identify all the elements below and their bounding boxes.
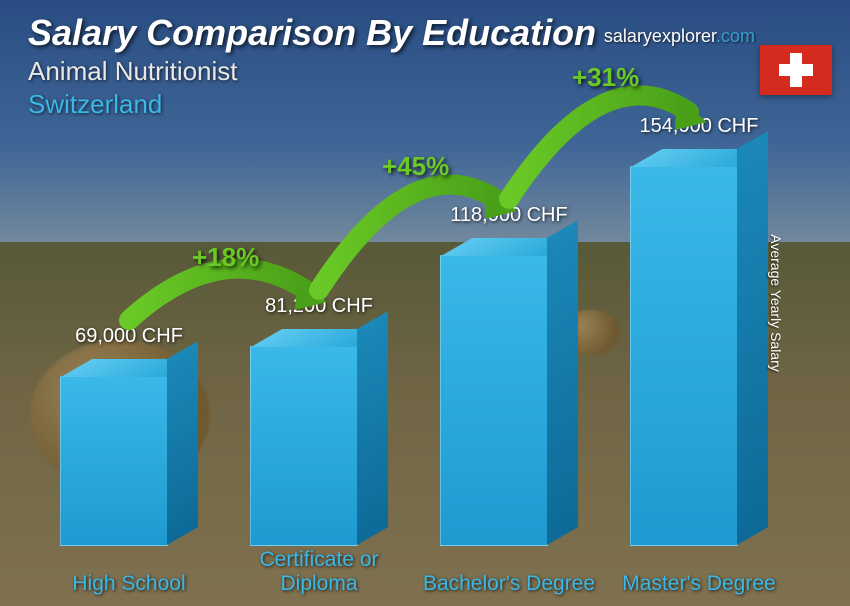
swiss-flag-icon xyxy=(760,45,832,95)
brand-name: salaryexplorer xyxy=(604,26,716,46)
bar xyxy=(60,376,168,546)
bar-category-label: Bachelor's Degree xyxy=(414,572,604,596)
country-label: Switzerland xyxy=(28,89,596,120)
bar-category-label: Certificate or Diploma xyxy=(224,548,414,596)
subtitle: Animal Nutritionist xyxy=(28,56,596,87)
bar xyxy=(250,346,358,546)
increase-percent-label: +45% xyxy=(382,151,449,182)
page-title: Salary Comparison By Education xyxy=(28,12,596,54)
y-axis-label: Average Yearly Salary xyxy=(767,234,783,372)
brand-tld: .com xyxy=(716,26,755,46)
increase-percent-label: +18% xyxy=(192,242,259,273)
bar-category-label: Master's Degree xyxy=(604,572,794,596)
title-block: Salary Comparison By Education Animal Nu… xyxy=(28,12,596,120)
bar-category-label: High School xyxy=(34,572,224,596)
brand-watermark: salaryexplorer.com xyxy=(604,26,755,47)
